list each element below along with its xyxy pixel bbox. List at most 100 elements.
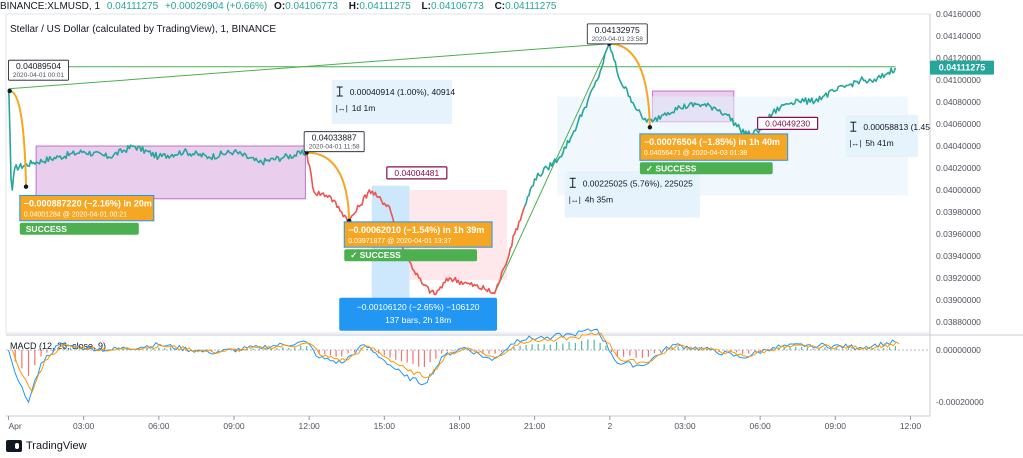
macd-tick-label: -0.00020000 — [936, 397, 984, 407]
success-badge-text: ✓ SUCCESS — [350, 250, 401, 260]
time-tick-label: 18:00 — [449, 421, 471, 431]
low-value: 0.04106773 — [430, 1, 484, 12]
price-label-box — [8, 59, 69, 81]
time-tick-label: 15:00 — [374, 421, 396, 431]
success-badge-text: SUCCESS — [26, 224, 67, 234]
measure-box-change-text: −0.00076504 (−1.85%) in 1h 40m — [644, 137, 780, 147]
success-badge-text: ✓ SUCCESS — [646, 163, 697, 173]
last-price-tag-text: 0.04111275 — [939, 63, 986, 73]
price-series-red — [305, 152, 526, 296]
range-measure-change-text: −0.00106120 (−2.65%) −106120 — [357, 302, 480, 312]
measure-box-change-text: −0.00062010 (−1.54%) in 1h 39m — [348, 225, 484, 235]
stat-box-price-text: 0.00058813 (1.45 — [863, 122, 930, 132]
range-measure-box — [339, 297, 498, 331]
projection-arc — [9, 90, 28, 187]
measure-box — [19, 195, 155, 222]
stat-box — [564, 171, 701, 218]
time-range-icon: |↔| — [849, 139, 861, 148]
price-label-text: 0.04089504 — [16, 61, 61, 71]
price-series-teal — [7, 88, 308, 191]
price-tick-label: 0.04040000 — [936, 141, 981, 151]
price-label-box — [586, 23, 648, 45]
macd-line — [8, 328, 896, 404]
price-label-box — [757, 116, 819, 131]
arc-end-dot — [647, 125, 653, 130]
highlight-zone-purple — [35, 145, 306, 200]
price-tick-label: 0.04140000 — [936, 31, 981, 41]
stat-box — [331, 80, 452, 124]
close-label: C: — [494, 1, 506, 12]
measure-box-target-text: 0.03971877 @ 2020-04-01 13:37 — [348, 238, 451, 245]
time-tick-label: 09:00 — [223, 421, 245, 431]
time-tick-label: 06:00 — [749, 421, 771, 431]
price-tick-label: 0.03980000 — [936, 207, 981, 217]
stat-box — [845, 115, 918, 157]
macd-label: MACD (12, 26, close, 9) — [10, 341, 106, 351]
price-label-text: 0.04004481 — [394, 168, 439, 178]
measure-box-change-text: −0.000887220 (−2.16%) in 20m — [24, 199, 152, 209]
macd-tick-label: 0.00000000 — [936, 345, 981, 355]
price-label-text: 0.04033887 — [312, 133, 357, 143]
price-tick-label: 0.04020000 — [936, 163, 981, 173]
price-tick-label: 0.04000000 — [936, 185, 981, 195]
high-value: 0.04111275 — [359, 1, 411, 12]
low-label: L: — [421, 1, 431, 12]
close-value: 0.04111275 — [505, 1, 557, 12]
time-tick-label: 12:00 — [900, 421, 922, 431]
measure-box — [343, 221, 493, 248]
time-tick-label: 09:00 — [825, 421, 847, 431]
price-tick-label: 0.03940000 — [936, 251, 981, 261]
price-label-text: 0.04132975 — [595, 25, 640, 35]
success-badge — [19, 222, 139, 235]
time-tick-label: 2 — [607, 421, 612, 431]
header-bar: BINANCE:XLMUSD, 1 0.04111275 +0.00026904… — [0, 0, 1023, 14]
time-tick-label: 21:00 — [524, 421, 546, 431]
success-badge — [639, 162, 773, 175]
time-tick-label: 03:00 — [73, 421, 95, 431]
tradingview-logo-icon — [6, 440, 22, 452]
footer-brand: TradingView — [6, 438, 87, 454]
last-price-tag — [930, 60, 994, 75]
trend-line — [494, 43, 610, 294]
price-tick-label: 0.04060000 — [936, 119, 981, 129]
price-label-date: 2020-04-01 23:58 — [592, 36, 644, 43]
price-tick-label: 0.03880000 — [936, 317, 981, 327]
chart-title: Stellar / US Dollar (calculated by Tradi… — [10, 24, 276, 35]
time-range-icon: |↔| — [336, 104, 348, 113]
projection-arc — [306, 151, 351, 221]
stat-box-time-text: 4h 35m — [585, 194, 613, 204]
price-label-date: 2020-04-01 00:01 — [13, 72, 65, 79]
time-range-icon: |↔| — [569, 195, 581, 204]
projection-arc — [609, 42, 651, 128]
price-tick-label: 0.04120000 — [936, 53, 981, 63]
stat-box-price-text: 0.00040914 (1.00%), 40914 — [350, 87, 456, 97]
price-tick-label: 0.03920000 — [936, 273, 981, 283]
brand-name: TradingView — [26, 440, 87, 452]
measure-box-target-text: 0.04056471 @ 2020-04-03 01:38 — [644, 150, 747, 157]
price-tick-label: 0.04080000 — [936, 97, 981, 107]
arc-end-dot — [23, 184, 29, 189]
last-price: 0.04111275 — [106, 1, 159, 12]
price-tick-label: 0.03900000 — [936, 295, 981, 305]
stat-box-time-text: 5h 41m — [865, 138, 893, 148]
measure-box — [639, 133, 789, 161]
price-label-box — [386, 166, 448, 180]
macd-signal-line — [11, 332, 900, 393]
stat-box-price-text: 0.00225025 (5.76%), 225025 — [583, 178, 693, 188]
price-label-text: 0.04049230 — [765, 118, 810, 128]
price-tick-label: 0.04160000 — [936, 9, 981, 19]
success-badge — [344, 249, 478, 262]
arc-start-dot — [7, 88, 12, 94]
time-tick-label: 12:00 — [299, 421, 321, 431]
high-label: H: — [348, 1, 360, 12]
range-measure-bars-text: 137 bars, 2h 18m — [385, 315, 451, 325]
price-change: +0.00026904 (+0.66%) — [164, 1, 268, 12]
trend-line — [8, 43, 610, 90]
price-tick-label: 0.04100000 — [936, 75, 981, 85]
time-tick-label: Apr — [9, 421, 22, 431]
time-tick-label: 03:00 — [674, 421, 696, 431]
open-value: 0.04106773 — [285, 1, 338, 12]
symbol-label: BINANCE:XLMUSD, 1 — [0, 1, 101, 12]
open-label: O: — [274, 1, 286, 12]
